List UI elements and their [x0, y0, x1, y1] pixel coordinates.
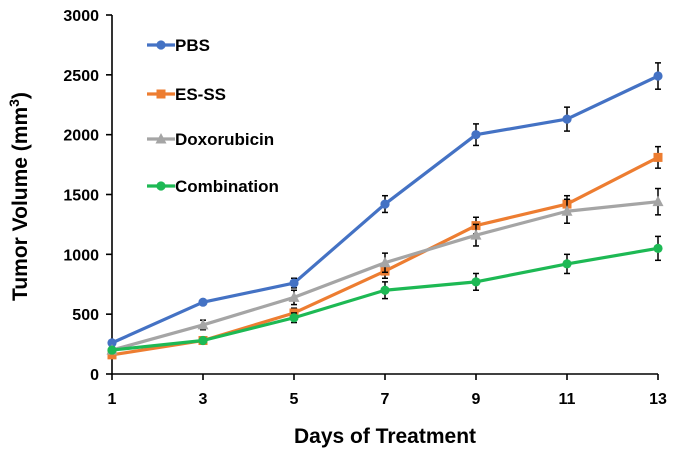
legend-swatch-marker [156, 181, 166, 191]
y-tick-label: 3000 [63, 8, 99, 25]
y-axis-title-main: Tumor Volume [9, 157, 32, 301]
data-point-pbs [653, 71, 663, 81]
data-point-combination [562, 259, 572, 269]
data-point-doxorubicin [379, 256, 391, 268]
legend-label-doxorubicin: Doxorubicin [175, 130, 274, 149]
series-combination [107, 235, 663, 355]
data-point-combination [198, 335, 208, 346]
legend-label-pbs: PBS [175, 36, 210, 55]
y-tick-label: 1000 [63, 247, 99, 264]
data-point-pbs [471, 130, 481, 140]
legend-swatch-marker [156, 89, 166, 99]
legend-item-doxorubicin: Doxorubicin [147, 130, 274, 149]
y-tick-label: 1500 [63, 188, 99, 205]
legend-swatch-marker [156, 40, 166, 50]
x-tick-label: 7 [381, 391, 390, 408]
x-tick-label: 1 [108, 391, 117, 408]
data-point-combination [107, 345, 117, 355]
y-axis-title-unit-close: ) [9, 92, 32, 99]
legend-swatch-marker [155, 133, 167, 144]
y-tick-label: 500 [72, 307, 99, 324]
data-point-combination [653, 243, 663, 253]
data-point-pbs [289, 278, 299, 288]
x-axis-title: Days of Treatment [294, 425, 476, 448]
legend-label-es-ss: ES-SS [175, 85, 226, 104]
data-point-combination [380, 285, 390, 295]
x-tick-label: 13 [649, 391, 667, 408]
x-tick-label: 9 [472, 391, 481, 408]
data-point-pbs [198, 297, 208, 307]
legend-label-combination: Combination [175, 177, 279, 196]
data-point-doxorubicin [288, 291, 300, 302]
legend-item-pbs: PBS [147, 36, 210, 55]
y-tick-label: 2500 [63, 68, 99, 85]
data-point-es-ss [107, 350, 117, 360]
data-point-doxorubicin [652, 195, 664, 207]
y-axis-title: Tumor Volume (mm3) [6, 92, 32, 301]
legend-item-combination: Combination [147, 177, 279, 196]
data-point-doxorubicin [561, 205, 573, 216]
x-tick-label: 11 [559, 391, 576, 408]
data-point-pbs [562, 114, 572, 124]
y-tick-label: 0 [90, 367, 99, 384]
y-axis-title-unit-sup: 3 [6, 99, 22, 107]
data-point-doxorubicin [197, 318, 209, 330]
data-point-doxorubicin [470, 229, 482, 240]
data-point-pbs [380, 199, 390, 209]
series-doxorubicin [106, 187, 664, 355]
data-point-combination [471, 277, 481, 287]
legend-item-es-ss: ES-SS [147, 85, 226, 104]
data-point-es-ss [653, 152, 663, 162]
series-layer [106, 62, 664, 360]
data-point-pbs [107, 338, 117, 348]
series-pbs [107, 62, 663, 348]
data-point-combination [289, 313, 299, 323]
x-tick-label: 3 [199, 391, 208, 408]
legend: PBS ES-SS Doxorubicin Combination [147, 36, 279, 196]
y-axis-title-unit: (mm [9, 107, 32, 151]
y-tick-label: 2000 [63, 128, 99, 145]
x-tick-label: 5 [290, 391, 299, 408]
